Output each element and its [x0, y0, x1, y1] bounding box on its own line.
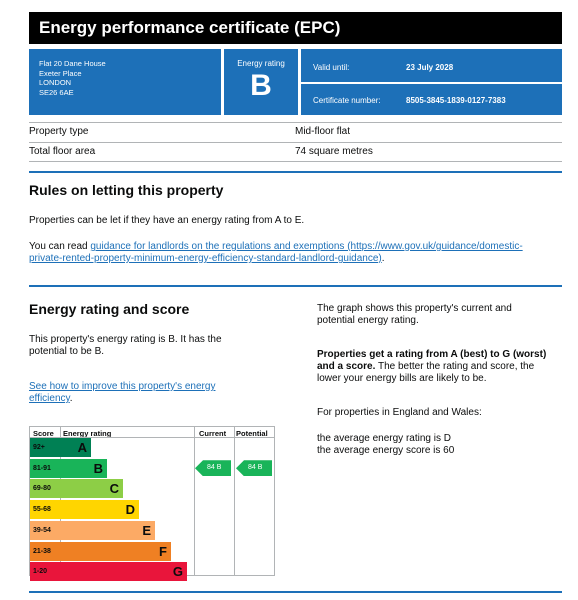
improve-link[interactable]: See how to improve this property's energ… [29, 381, 216, 392]
guidance-link[interactable]: guidance for landlords on the regulation… [90, 241, 523, 252]
band-score: 92+ [30, 438, 60, 457]
average-rating-text: the average energy rating is D [317, 433, 451, 444]
guidance-prefix: You can read [29, 241, 91, 252]
score-line: potential to be B. [29, 346, 105, 357]
average-score-text: the average energy score is 60 [317, 445, 455, 456]
graph-desc-line: The graph shows this property's current … [317, 303, 512, 314]
band-score: 1-20 [30, 562, 60, 582]
certificate-number-label: Certificate number: [313, 96, 381, 105]
band-bar-b: B [60, 458, 107, 478]
current-rating-arrow: 84 B [195, 460, 231, 477]
energy-rating-label: Energy rating [237, 59, 285, 68]
property-type-label: Property type [29, 126, 89, 137]
band-score: 39-54 [30, 520, 60, 540]
guidance-link-cont[interactable]: private-rented-property-minimum-energy-e… [29, 253, 382, 264]
address-line: Flat 20 Dane House [39, 59, 106, 68]
energy-rating-graph: Score Energy rating Current Potential 92… [29, 426, 275, 582]
graph-header-score: Score [33, 429, 54, 438]
property-type-row: Property type Mid-floor flat [29, 126, 562, 137]
regional-note: For properties in England and Wales: [317, 407, 482, 418]
band-bar-d: D [60, 500, 139, 520]
band-bar-c: C [60, 479, 123, 499]
potential-rating-arrow: 84 B [236, 460, 272, 477]
improve-suffix: . [69, 393, 73, 404]
page-title: Energy performance certificate (EPC) [29, 12, 562, 44]
certificate-number-value: 8505-3845-1839-0127-7383 [406, 96, 506, 105]
band-bar-a: A [60, 438, 91, 457]
graph-header-current: Current [199, 429, 227, 438]
graph-header-rating: Energy rating [63, 429, 112, 438]
graph-description: The graph shows this property's current … [317, 303, 512, 327]
energy-rating-value: B [250, 69, 272, 102]
band-bar-g: G [60, 562, 187, 582]
band-score: 69-80 [30, 479, 60, 499]
address-line: LONDON [39, 78, 72, 87]
score-heading: Energy rating and score [29, 301, 190, 317]
score-paragraph: This property's energy rating is B. It h… [29, 334, 222, 358]
score-line: This property's energy rating is B. It h… [29, 334, 222, 345]
rating-explanation-text: The better the rating and score, the [375, 361, 535, 372]
rating-explanation-text: lower your energy bills are likely to be… [317, 373, 487, 384]
improve-paragraph: See how to improve this property's energ… [29, 381, 215, 405]
band-bar-e: E [60, 520, 155, 540]
band-score: 21-38 [30, 541, 60, 561]
band-score: 55-68 [30, 500, 60, 520]
rating-explanation-bold: and a score. [317, 361, 376, 372]
valid-until-label: Valid until: [313, 63, 350, 72]
address-line: Exeter Place [39, 68, 82, 78]
graph-header-potential: Potential [236, 429, 268, 438]
address-line: SE26 6AE [39, 87, 74, 97]
band-score: 81-91 [30, 458, 60, 478]
certificate-meta: Valid until: 23 July 2028 Certificate nu… [301, 49, 562, 115]
band-bar-f: F [60, 541, 171, 561]
graph-desc-line: potential energy rating. [317, 315, 419, 326]
property-type-value: Mid-floor flat [295, 126, 351, 137]
rating-explanation: Properties get a rating from A (best) to… [317, 349, 546, 385]
rating-explanation-bold: Properties get a rating from A (best) to… [317, 349, 547, 360]
average-rating: the average energy rating is D the avera… [317, 433, 454, 457]
energy-rating-box: Energy rating B [224, 49, 298, 115]
letting-paragraph: Properties can be let if they have an en… [29, 215, 305, 226]
letting-guidance-paragraph: You can read guidance for landlords on t… [29, 241, 523, 265]
address-block: Flat 20 Dane House Exeter Place LONDON S… [29, 49, 221, 115]
letting-heading: Rules on letting this property [29, 182, 224, 198]
floor-area-label: Total floor area [29, 146, 96, 157]
valid-until-value: 23 July 2028 [406, 63, 454, 72]
floor-area-value: 74 square metres [295, 146, 373, 157]
guidance-suffix: . [381, 253, 385, 264]
improve-link-cont[interactable]: efficiency [29, 393, 70, 404]
floor-area-row: Total floor area 74 square metres [29, 146, 562, 157]
